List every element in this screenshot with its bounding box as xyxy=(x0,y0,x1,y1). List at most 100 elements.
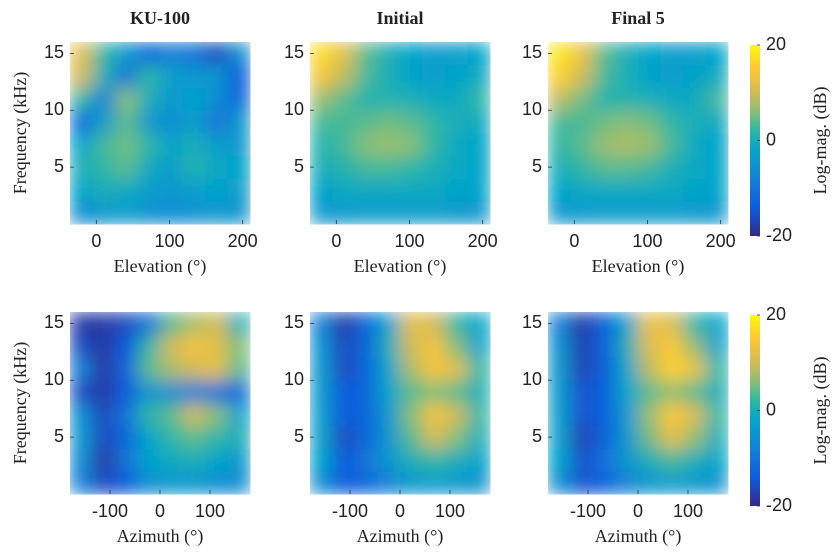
heatmap-cell xyxy=(205,357,228,381)
heatmap-cell xyxy=(400,178,423,202)
heatmap-cell xyxy=(377,201,401,225)
heatmap-cell xyxy=(660,403,684,427)
x-tick-label: 100 xyxy=(154,231,184,251)
heatmap-cell xyxy=(467,201,491,225)
colorbar xyxy=(750,45,760,236)
heatmap-cell xyxy=(467,471,491,495)
heatmap-cell xyxy=(377,403,401,427)
heatmap-cell xyxy=(705,403,729,427)
heatmap xyxy=(548,42,729,225)
heatmap-cell xyxy=(615,403,639,427)
heatmap-cell xyxy=(115,312,138,336)
heatmap-cell xyxy=(660,312,684,336)
heatmap-cell xyxy=(683,471,706,495)
heatmap-cell xyxy=(310,448,333,472)
heatmap-cell xyxy=(182,471,206,495)
x-tick-label: 100 xyxy=(435,501,465,521)
heatmap-cell xyxy=(615,133,639,157)
heatmap-cell xyxy=(445,201,468,225)
heatmap-cell xyxy=(400,312,423,336)
x-tick-label: 0 xyxy=(331,231,341,251)
heatmap-cell xyxy=(70,425,93,449)
heatmap-cell xyxy=(227,155,251,179)
heatmap-cell xyxy=(355,471,378,495)
heatmap-cell xyxy=(332,471,356,495)
heatmap-cell xyxy=(660,42,684,66)
colorbar xyxy=(750,315,760,506)
heatmap-cell xyxy=(422,155,446,179)
heatmap-cell xyxy=(70,334,93,358)
heatmap-cell xyxy=(593,312,616,336)
x-axis-label: Azimuth (°) xyxy=(357,526,444,547)
heatmap-cell xyxy=(638,357,661,381)
heatmap-cell xyxy=(310,471,333,495)
x-tick-label: 0 xyxy=(569,231,579,251)
heatmap-cell xyxy=(705,201,729,225)
colorbar-tick-label: 0 xyxy=(766,399,776,419)
heatmap-cell xyxy=(445,357,468,381)
heatmap-cell xyxy=(638,110,661,134)
y-tick-label: 10 xyxy=(284,99,304,119)
heatmap-cell xyxy=(400,425,423,449)
heatmap-cell xyxy=(570,110,594,134)
x-axis-label: Azimuth (°) xyxy=(595,526,682,547)
heatmap-cell xyxy=(70,64,93,88)
heatmap-cell xyxy=(467,403,491,427)
x-tick-label: 0 xyxy=(633,501,643,521)
heatmap-cell xyxy=(400,380,423,404)
heatmap-cell xyxy=(377,64,401,88)
heatmap-cell xyxy=(548,201,571,225)
heatmap-cell xyxy=(332,448,356,472)
heatmap-cell xyxy=(467,155,491,179)
x-tick-label: 100 xyxy=(394,231,424,251)
heatmap-cell xyxy=(638,403,661,427)
heatmap-cell xyxy=(205,87,228,111)
heatmap-cell xyxy=(570,471,594,495)
heatmap-cell xyxy=(593,87,616,111)
heatmap-cell xyxy=(137,201,161,225)
heatmap-cell xyxy=(227,133,251,157)
heatmap-cell xyxy=(593,357,616,381)
heatmap-cell xyxy=(638,448,661,472)
heatmap-cell xyxy=(310,357,333,381)
heatmap-cell xyxy=(205,64,228,88)
heatmap-cell xyxy=(467,380,491,404)
heatmap-cell xyxy=(332,42,356,66)
heatmap-cell xyxy=(137,64,161,88)
heatmap-cell xyxy=(182,357,206,381)
heatmap-cell xyxy=(570,201,594,225)
heatmap-cell xyxy=(92,334,116,358)
heatmap-cell xyxy=(548,87,571,111)
heatmap-cell xyxy=(570,357,594,381)
heatmap-cell xyxy=(332,403,356,427)
heatmap-cell xyxy=(182,42,206,66)
heatmap-cell xyxy=(137,178,161,202)
heatmap-cell xyxy=(227,334,251,358)
heatmap-cell xyxy=(548,42,571,66)
heatmap-cell xyxy=(570,425,594,449)
heatmap-cell xyxy=(683,334,706,358)
heatmap-cell xyxy=(227,357,251,381)
heatmap-cell xyxy=(548,312,571,336)
heatmap-cell xyxy=(377,448,401,472)
heatmap-cell xyxy=(310,42,333,66)
heatmap-cell xyxy=(570,87,594,111)
heatmap-cell xyxy=(705,425,729,449)
heatmap-cell xyxy=(705,155,729,179)
heatmap-cell xyxy=(70,403,93,427)
heatmap-cell xyxy=(160,312,183,336)
heatmap-cell xyxy=(310,64,333,88)
y-tick-label: 5 xyxy=(54,426,64,446)
heatmap-cell xyxy=(422,201,446,225)
x-axis-label: Azimuth (°) xyxy=(117,526,204,547)
heatmap-cell xyxy=(310,87,333,111)
heatmap-cell xyxy=(160,64,183,88)
heatmap-cell xyxy=(137,133,161,157)
heatmap-cell xyxy=(422,64,446,88)
heatmap-cell xyxy=(467,448,491,472)
heatmap-cell xyxy=(332,380,356,404)
heatmap-cell xyxy=(422,87,446,111)
colorbar-label: Log-mag. (dB) xyxy=(810,357,831,465)
heatmap-cell xyxy=(205,334,228,358)
heatmap-cell xyxy=(638,178,661,202)
